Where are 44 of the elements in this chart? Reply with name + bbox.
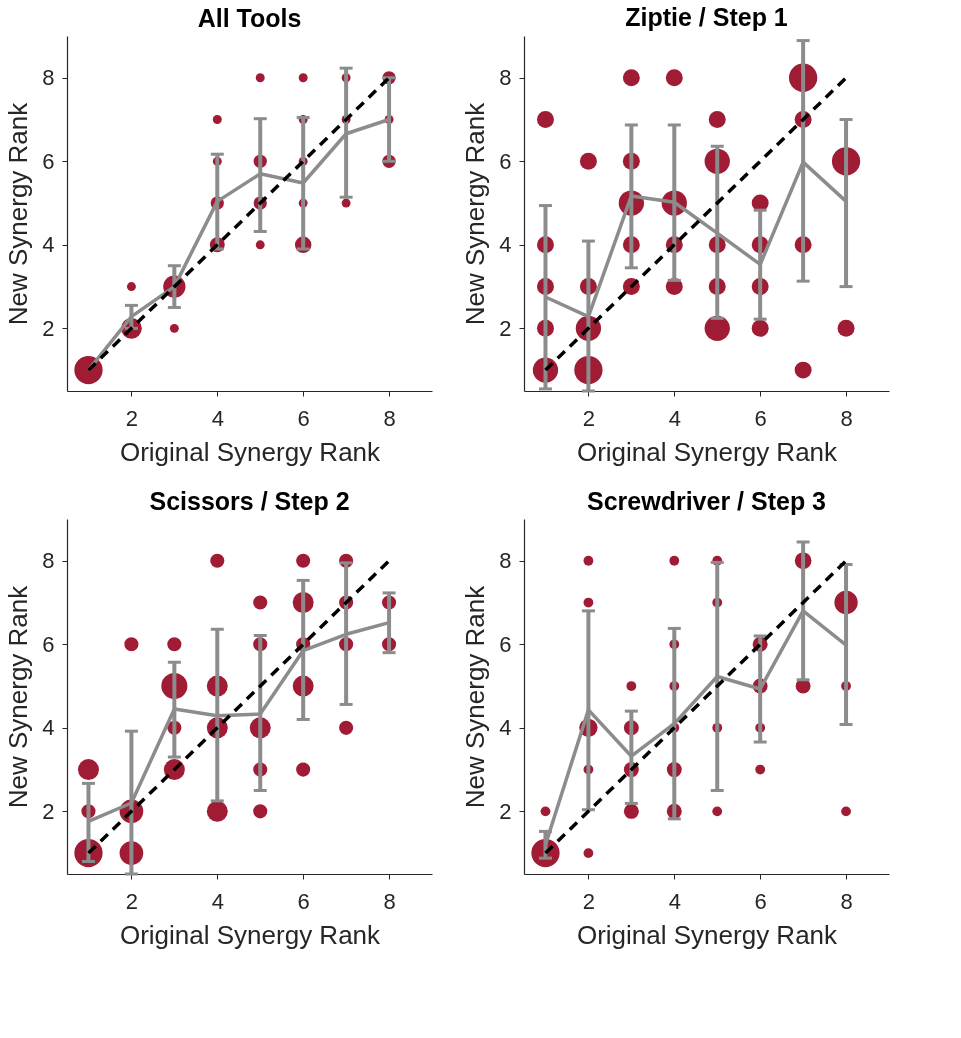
y-axis-title: New Synergy Rank xyxy=(3,101,34,326)
y-tick-label: 8 xyxy=(42,65,55,91)
x-tick-label: 4 xyxy=(211,405,224,431)
y-tick-label: 8 xyxy=(42,548,55,574)
y-tick-label: 6 xyxy=(499,148,512,174)
x-tick-label: 6 xyxy=(754,888,767,914)
chart-title: Screwdriver / Step 3 xyxy=(586,487,827,515)
x-axis-title: Original Synergy Rank xyxy=(119,436,382,467)
y-tick-label: 2 xyxy=(499,798,512,824)
y-tick-label: 4 xyxy=(42,715,55,741)
y-axis-title: New Synergy Rank xyxy=(460,101,491,326)
y-axis-title: New Synergy Rank xyxy=(460,584,491,809)
y-axis-title: New Synergy Rank xyxy=(3,584,34,809)
x-tick-label: 2 xyxy=(125,888,139,914)
y-tick-label: 4 xyxy=(42,232,55,258)
y-tick-label: 6 xyxy=(42,148,55,174)
chart-title: Scissors / Step 2 xyxy=(149,487,350,515)
y-tick-label: 6 xyxy=(499,631,512,657)
x-tick-label: 2 xyxy=(582,405,596,431)
x-tick-label: 6 xyxy=(297,888,310,914)
y-tick-label: 4 xyxy=(499,232,512,258)
y-tick-label: 6 xyxy=(42,631,55,657)
y-tick-label: 8 xyxy=(499,65,512,91)
chart-title: All Tools xyxy=(197,4,302,32)
x-tick-label: 2 xyxy=(582,888,596,914)
x-axis-title: Original Synergy Rank xyxy=(576,919,839,950)
x-tick-label: 8 xyxy=(383,405,396,431)
chart-title: Ziptie / Step 1 xyxy=(625,2,788,31)
x-tick-label: 4 xyxy=(668,888,681,914)
x-axis-title: Original Synergy Rank xyxy=(119,919,382,950)
x-axis-title: Original Synergy Rank xyxy=(576,436,839,467)
x-tick-label: 8 xyxy=(840,405,853,431)
x-tick-label: 6 xyxy=(297,405,310,431)
y-tick-label: 2 xyxy=(42,315,55,341)
x-tick-label: 6 xyxy=(754,405,767,431)
y-tick-label: 4 xyxy=(499,715,512,741)
y-tick-label: 8 xyxy=(499,548,512,574)
y-tick-label: 2 xyxy=(42,798,55,824)
x-tick-label: 2 xyxy=(125,405,139,431)
y-tick-label: 2 xyxy=(499,315,512,341)
x-tick-label: 8 xyxy=(840,888,853,914)
x-tick-label: 4 xyxy=(211,888,224,914)
x-tick-label: 8 xyxy=(383,888,396,914)
x-tick-label: 4 xyxy=(668,405,681,431)
